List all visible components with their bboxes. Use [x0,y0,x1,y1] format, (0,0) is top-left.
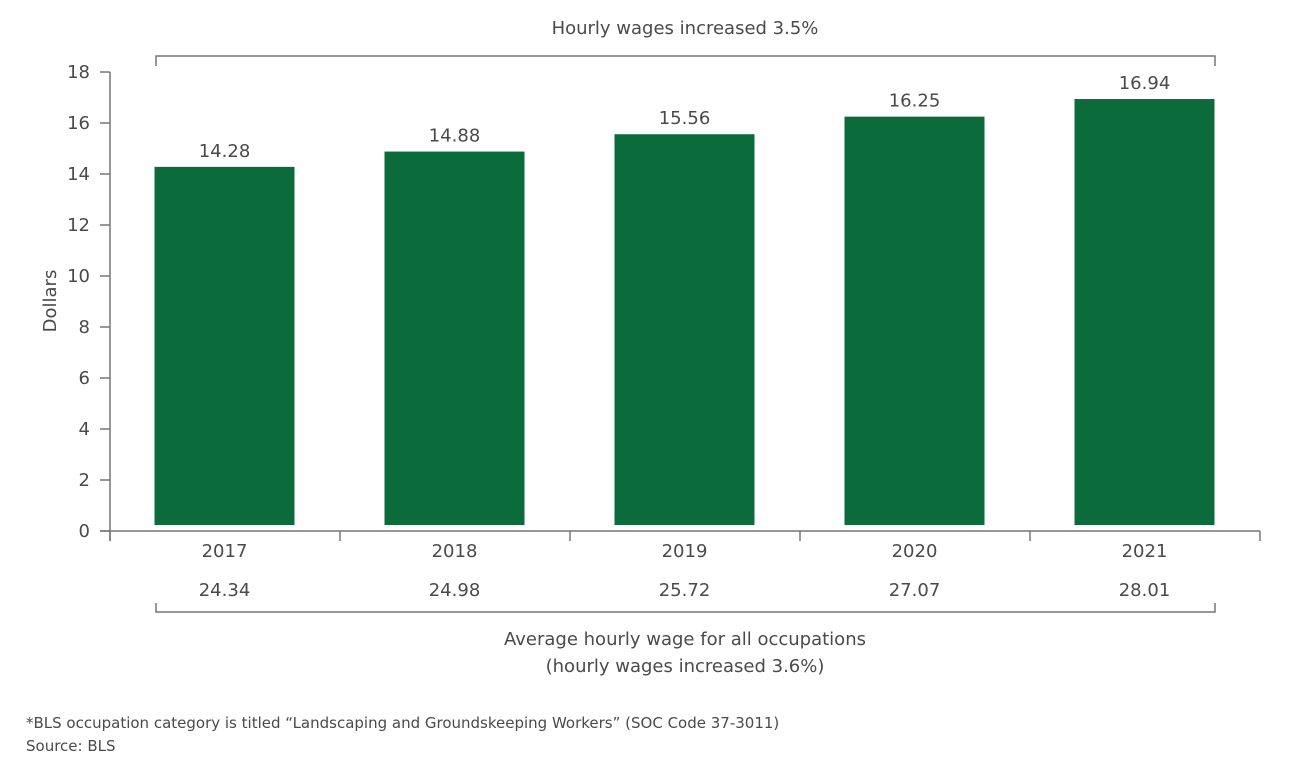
x-tick-label-2021: 2021 [1122,541,1168,562]
y-tick-label: 6 [79,368,90,389]
y-tick-label: 4 [79,419,90,440]
x-tick-label-2018: 2018 [432,541,478,562]
all-occupations-value-2020: 27.07 [889,580,941,601]
data-label-2018: 14.88 [429,126,481,147]
bar-2017 [154,166,295,526]
y-tick-label: 12 [67,215,90,236]
bar-2018 [384,151,525,525]
y-tick-label: 0 [79,521,90,542]
data-label-2019: 15.56 [659,108,711,129]
all-occupations-value-2019: 25.72 [659,580,711,601]
all-occupations-value-2018: 24.98 [429,580,481,601]
source: Source: BLS [26,737,116,755]
all-occupations-value-2021: 28.01 [1119,580,1171,601]
data-label-2020: 16.25 [889,91,941,112]
bar-2021 [1074,99,1215,525]
data-label-2017: 14.28 [199,141,251,162]
data-label-2021: 16.94 [1119,73,1171,94]
top-annotation: Hourly wages increased 3.5% [552,18,819,39]
y-axis-label: Dollars [40,270,61,333]
y-tick-label: 18 [67,62,90,83]
all-occupations-value-2017: 24.34 [199,580,251,601]
x-tick-label-2019: 2019 [662,541,708,562]
x-tick-label-2020: 2020 [892,541,938,562]
bottom-bracket [155,603,1216,613]
footnote: *BLS occupation category is titled “Land… [26,714,780,732]
y-tick-label: 8 [79,317,90,338]
bottom-annotation-line1: Average hourly wage for all occupations [504,629,866,650]
bottom-annotation-line2: (hourly wages increased 3.6%) [546,656,825,677]
x-tick-label-2017: 2017 [202,541,248,562]
y-tick-label: 2 [79,470,90,491]
bar-2020 [844,116,985,525]
y-tick-label: 14 [67,164,90,185]
top-bracket [155,55,1216,66]
y-tick-label: 10 [67,266,90,287]
y-tick-label: 16 [67,113,90,134]
bar-2019 [614,134,755,525]
